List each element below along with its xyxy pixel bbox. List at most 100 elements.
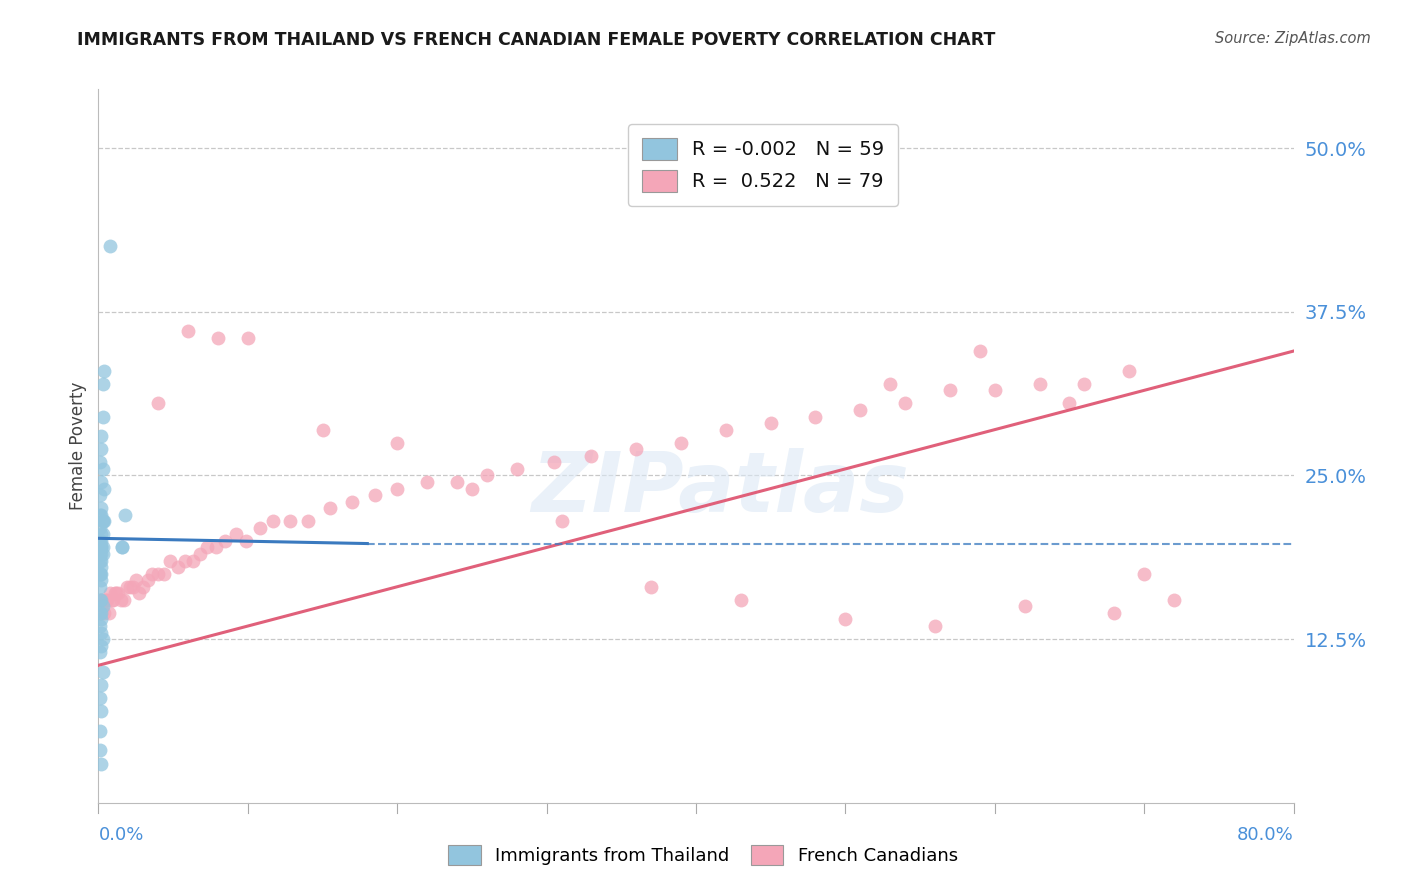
Point	[89, 488, 111, 502]
Point	[1073, 376, 1095, 391]
Point	[89, 541, 111, 555]
Point	[89, 553, 111, 567]
Point	[91, 547, 114, 561]
Point	[98, 586, 122, 600]
Point	[89, 606, 111, 620]
Point	[984, 384, 1007, 398]
Point	[550, 514, 572, 528]
Point	[1133, 566, 1156, 581]
Point	[89, 566, 111, 581]
Point	[506, 462, 529, 476]
Point	[89, 508, 111, 522]
Point	[91, 541, 114, 555]
Point	[91, 632, 114, 647]
Point	[104, 586, 127, 600]
Point	[416, 475, 439, 489]
Point	[93, 364, 115, 378]
Point	[166, 560, 188, 574]
Point	[90, 606, 112, 620]
Point	[1014, 599, 1036, 614]
Point	[91, 592, 114, 607]
Point	[461, 482, 484, 496]
Point	[804, 409, 827, 424]
Point	[177, 325, 200, 339]
Point	[90, 533, 112, 548]
Point	[118, 580, 141, 594]
Point	[342, 494, 364, 508]
Point	[90, 541, 112, 555]
Point	[205, 541, 228, 555]
Point	[626, 442, 648, 457]
Point	[543, 455, 565, 469]
Point	[90, 527, 112, 541]
Point	[90, 756, 112, 771]
Point	[89, 743, 111, 757]
Point	[894, 396, 917, 410]
Point	[96, 592, 118, 607]
Point	[132, 580, 155, 594]
Point	[1163, 592, 1185, 607]
Point	[91, 665, 114, 679]
Point	[181, 553, 204, 567]
Point	[93, 482, 115, 496]
Point	[89, 592, 111, 607]
Point	[90, 541, 112, 555]
Point	[136, 573, 159, 587]
Point	[89, 455, 111, 469]
Point	[249, 521, 271, 535]
Point	[262, 514, 284, 528]
Point	[89, 533, 111, 548]
Legend: Immigrants from Thailand, French Canadians: Immigrants from Thailand, French Canadia…	[441, 838, 965, 872]
Point	[91, 514, 114, 528]
Point	[225, 527, 247, 541]
Point	[924, 619, 946, 633]
Y-axis label: Female Poverty: Female Poverty	[69, 382, 87, 510]
Text: IMMIGRANTS FROM THAILAND VS FRENCH CANADIAN FEMALE POVERTY CORRELATION CHART: IMMIGRANTS FROM THAILAND VS FRENCH CANAD…	[77, 31, 995, 49]
Point	[1028, 376, 1050, 391]
Point	[297, 514, 319, 528]
Point	[89, 645, 111, 659]
Point	[93, 606, 115, 620]
Point	[159, 553, 181, 567]
Point	[93, 514, 115, 528]
Point	[714, 423, 737, 437]
Point	[91, 409, 114, 424]
Point	[115, 580, 138, 594]
Point	[110, 592, 132, 607]
Point	[90, 442, 112, 457]
Point	[148, 396, 170, 410]
Text: ZIPatlas: ZIPatlas	[531, 449, 908, 529]
Text: 80.0%: 80.0%	[1237, 826, 1294, 845]
Point	[90, 553, 112, 567]
Point	[89, 547, 111, 561]
Point	[107, 586, 129, 600]
Point	[446, 475, 468, 489]
Point	[385, 482, 409, 496]
Text: Source: ZipAtlas.com: Source: ZipAtlas.com	[1215, 31, 1371, 46]
Point	[98, 239, 122, 253]
Point	[759, 416, 782, 430]
Point	[90, 592, 112, 607]
Legend: R = -0.002   N = 59, R =  0.522   N = 79: R = -0.002 N = 59, R = 0.522 N = 79	[628, 124, 898, 206]
Point	[89, 619, 111, 633]
Point	[669, 435, 692, 450]
Point	[89, 541, 111, 555]
Point	[730, 592, 752, 607]
Point	[89, 691, 111, 706]
Point	[111, 541, 134, 555]
Point	[90, 547, 112, 561]
Point	[89, 566, 111, 581]
Point	[319, 501, 342, 516]
Point	[311, 423, 333, 437]
Point	[90, 678, 112, 692]
Point	[90, 501, 112, 516]
Point	[236, 331, 259, 345]
Point	[101, 592, 124, 607]
Point	[174, 553, 197, 567]
Point	[148, 566, 170, 581]
Point	[94, 592, 117, 607]
Point	[90, 625, 112, 640]
Point	[834, 612, 856, 626]
Point	[640, 580, 662, 594]
Point	[112, 592, 135, 607]
